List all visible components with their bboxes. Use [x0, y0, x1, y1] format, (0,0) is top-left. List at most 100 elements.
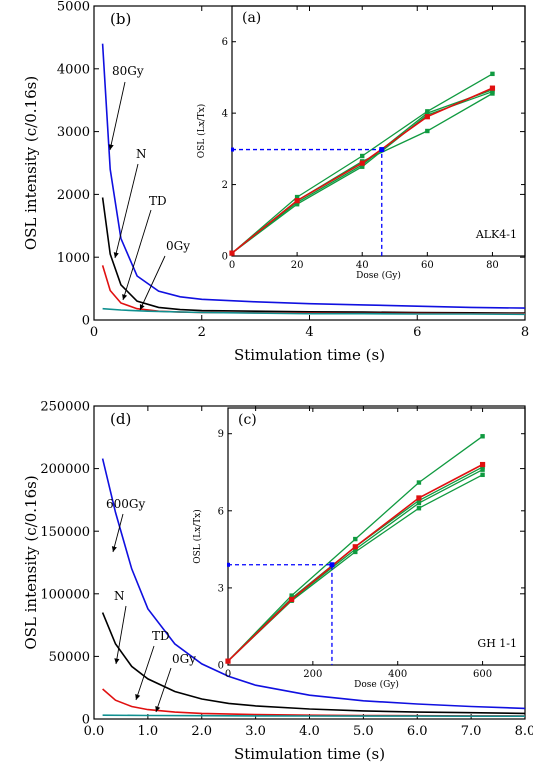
y-tick-label: 4	[222, 109, 228, 120]
equivalent-dose-point	[329, 562, 335, 568]
y-tick-label: 6	[218, 506, 224, 517]
plot-frame	[231, 5, 526, 257]
green-data-point	[416, 480, 422, 485]
curve-annotation: TD	[149, 194, 167, 208]
y-tick-label: 50000	[49, 650, 90, 665]
y-tick-label: 3	[218, 583, 224, 594]
sample-label: ALK4-1	[475, 228, 517, 241]
series-line-0gy	[102, 307, 526, 316]
y-tick-label: 0	[82, 314, 90, 329]
x-tick-label: 20	[291, 260, 304, 271]
green-aliquot-curve	[227, 466, 483, 662]
green-data-point	[480, 467, 485, 472]
equivalent-dose-axis-marker	[227, 562, 230, 567]
red-data-point	[289, 596, 295, 603]
x-tick-label: 60	[421, 260, 434, 271]
x-tick-label: 0	[225, 669, 231, 680]
green-aliquot-curve	[231, 92, 493, 254]
x-axis-label: Stimulation time (s)	[234, 346, 385, 364]
green-data-point	[425, 110, 430, 116]
annotation-arrowhead	[113, 252, 119, 258]
annotation-leader-line	[112, 513, 124, 553]
red-data-point	[359, 160, 365, 166]
x-tick-label: 600	[473, 669, 492, 680]
green-data-point	[480, 434, 485, 439]
equivalent-dose-guide	[228, 564, 333, 665]
x-tick-label: 0	[229, 260, 235, 271]
x-tick-label: 7.0	[461, 724, 482, 739]
x-tick-label: 400	[388, 669, 407, 680]
annotation-arrowhead	[135, 694, 141, 700]
x-tick-label: 5.0	[353, 724, 374, 739]
x-tick-label: 0	[90, 325, 98, 340]
curve-annotation: N	[114, 589, 125, 603]
x-axis-label: Dose (Gy)	[354, 679, 399, 690]
annotation-leader-line	[109, 81, 126, 151]
x-tick-label: 2.0	[191, 724, 212, 739]
equivalent-dose-axis-marker	[231, 147, 234, 152]
curve-annotation: TD	[152, 629, 170, 643]
x-tick-label: 1.0	[138, 724, 159, 739]
curve-annotation: 0Gy	[166, 239, 190, 253]
x-axis-label: Stimulation time (s)	[234, 745, 385, 763]
annotation-leader-line	[155, 667, 172, 713]
annotation-leader-line	[114, 163, 139, 259]
annotation-arrowhead	[122, 294, 128, 300]
annotation-arrowhead	[108, 144, 114, 150]
x-tick-label: 80	[486, 260, 499, 271]
series-line-80gy	[101, 43, 526, 309]
green-data-point	[480, 472, 485, 478]
red-data-point	[424, 114, 430, 120]
y-tick-label: 250000	[40, 400, 90, 415]
x-tick-label: 0.0	[84, 724, 105, 739]
red-data-point	[416, 495, 422, 501]
red-data-point	[479, 461, 486, 468]
x-tick-label: 200	[303, 669, 322, 680]
series-line-600gy	[101, 458, 526, 710]
annotation-leader-line	[122, 209, 152, 301]
curve-annotation: 80Gy	[112, 64, 144, 78]
y-tick-label: 0	[218, 661, 224, 672]
y-axis-label: OSL (Lx/Tx)	[192, 509, 203, 564]
annotation-leader-line	[135, 645, 155, 701]
y-axis-label: OSL intensity (c/0.16s)	[22, 76, 40, 250]
y-tick-label: 150000	[40, 525, 90, 540]
green-data-point	[353, 536, 358, 542]
annotation-leader-line	[115, 605, 127, 665]
green-aliquot-curve	[231, 89, 493, 254]
red-data-point	[294, 198, 300, 204]
x-tick-label: 3.0	[245, 724, 266, 739]
green-data-point	[425, 128, 430, 134]
y-tick-label: 6	[222, 37, 228, 48]
x-tick-label: 6.0	[407, 724, 428, 739]
sample-label: GH 1-1	[477, 637, 517, 650]
green-data-point	[360, 153, 365, 159]
green-data-point	[294, 194, 300, 200]
x-tick-label: 40	[356, 260, 369, 271]
green-data-point	[416, 506, 422, 511]
red-data-point	[225, 658, 231, 664]
plot-frame	[93, 5, 526, 321]
red-data-point	[229, 250, 235, 256]
green-data-point	[416, 500, 422, 506]
curve-annotation: 0Gy	[172, 652, 196, 666]
series-line-n	[101, 197, 526, 314]
y-tick-label: 0	[222, 252, 228, 263]
equivalent-dose-point	[379, 147, 385, 153]
series-line-0gy	[102, 714, 525, 717]
x-tick-label: 4	[305, 325, 313, 340]
series-line-n	[101, 612, 526, 715]
y-tick-label: 2000	[57, 188, 90, 203]
y-axis-label: OSL (Lx/Tx)	[196, 104, 207, 159]
inset-panel-label: (a)	[242, 10, 261, 26]
y-tick-label: 9	[218, 429, 224, 440]
y-tick-label: 5000	[57, 0, 90, 15]
annotation-arrowhead	[155, 706, 161, 712]
y-tick-label: 2	[222, 180, 228, 191]
annotation-leader-line	[139, 255, 166, 311]
green-data-point	[289, 593, 294, 598]
red-data-point	[352, 544, 358, 550]
annotation-arrowhead	[111, 546, 117, 552]
